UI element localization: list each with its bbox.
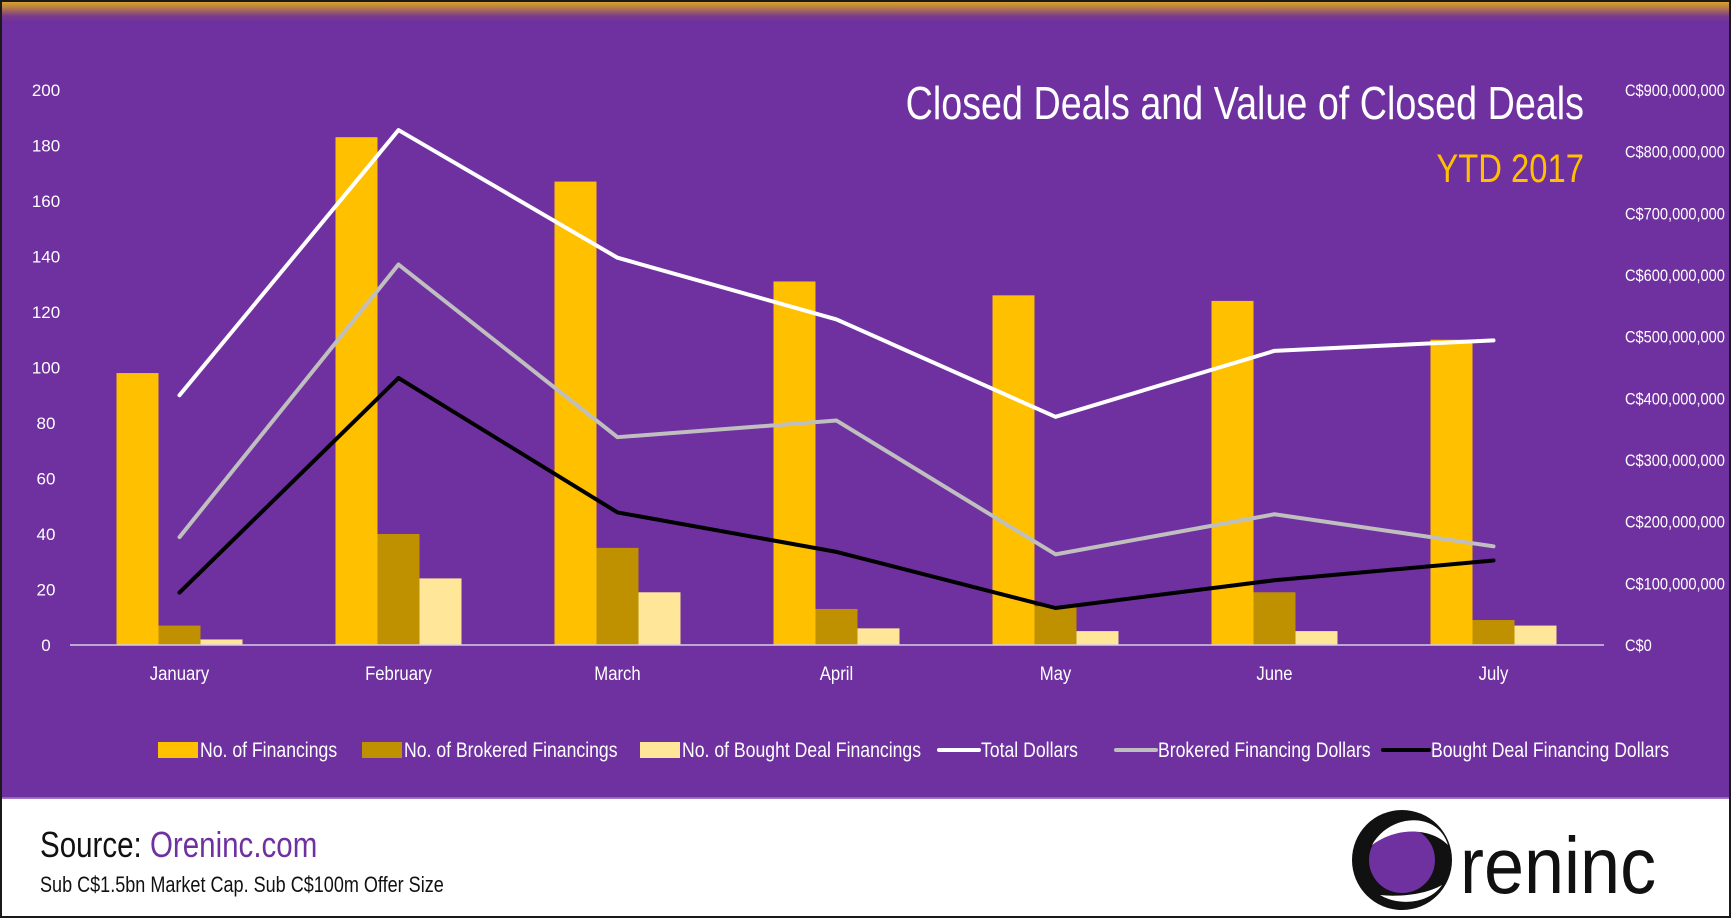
left-axis-tick-label: 40 xyxy=(37,525,56,544)
bar-no-of-financings-january xyxy=(116,373,159,645)
right-axis-tick-label: C$500,000,000 xyxy=(1625,329,1725,347)
x-axis-tick-label: July xyxy=(1479,663,1509,684)
x-axis-tick-label: January xyxy=(150,663,209,684)
bar-no-of-bought-deal-financings-january xyxy=(200,639,243,645)
bar-no-of-financings-june xyxy=(1211,300,1254,645)
bar-no-of-financings-april xyxy=(773,281,816,645)
bar-no-of-bought-deal-financings-july xyxy=(1514,625,1557,645)
bar-no-of-financings-february xyxy=(335,137,378,646)
x-axis-tick-label: April xyxy=(820,663,853,684)
left-axis-tick-label: 100 xyxy=(32,359,60,378)
left-axis-tick-label: 160 xyxy=(32,192,60,211)
chart-legend: No. of Financings No. of Brokered Financi… xyxy=(158,739,1669,763)
bar-no-of-brokered-financings-april xyxy=(815,608,858,645)
right-axis-tick-label: C$300,000,000 xyxy=(1625,452,1725,470)
left-axis-tick-label: 200 xyxy=(32,81,60,100)
x-axis-tick-label: February xyxy=(365,663,432,684)
bar-no-of-bought-deal-financings-may xyxy=(1076,631,1119,645)
right-axis-tick-label: C$100,000,000 xyxy=(1625,575,1725,593)
right-axis-tick-label: C$800,000,000 xyxy=(1625,144,1725,162)
line-total-dollars xyxy=(177,128,1496,419)
left-axis-tick-label: 60 xyxy=(37,470,56,489)
left-axis-tick-label: 120 xyxy=(32,303,60,322)
x-axis-tick-label: May xyxy=(1040,663,1072,684)
left-axis-tick-label: 80 xyxy=(37,414,56,433)
source-link[interactable]: Oreninc.com xyxy=(149,824,318,865)
bar-no-of-bought-deal-financings-february xyxy=(419,578,462,645)
bar-no-of-financings-may xyxy=(992,295,1035,645)
right-axis-tick-label: C$200,000,000 xyxy=(1625,514,1725,532)
chart-canvas: 0 20 40 60 80 100 120 140 160 180 200 C$0 C$100,000… xyxy=(32,77,1725,763)
legend-label-bought-deal-financing-dollars: Bought Deal Financing Dollars xyxy=(1431,739,1669,763)
right-axis-tick-label: C$900,000,000 xyxy=(1625,82,1725,100)
chart-panel: 0 20 40 60 80 100 120 140 160 180 200 C$0 C$100,000… xyxy=(2,2,1729,805)
legend-label-total-dollars: Total Dollars xyxy=(981,739,1078,763)
source-line: Source: Oreninc.com xyxy=(40,824,317,866)
logo-text: reninc xyxy=(1460,822,1656,911)
left-axis-tick-label: 20 xyxy=(37,581,56,600)
line-series-group xyxy=(177,128,1496,610)
right-axis-tick-label: C$400,000,000 xyxy=(1625,390,1725,408)
legend-swatch-no-of-bought-deal-financings xyxy=(640,742,680,758)
x-axis-tick-label: March xyxy=(594,663,640,684)
legend-swatch-no-of-brokered-financings xyxy=(362,742,402,758)
chart-title: Closed Deals and Value of Closed Deals xyxy=(906,77,1584,128)
bar-no-of-bought-deal-financings-march xyxy=(638,592,681,645)
bar-no-of-brokered-financings-march xyxy=(596,547,639,645)
source-note: Sub C$1.5bn Market Cap. Sub C$100m Offer… xyxy=(40,872,444,897)
bar-no-of-bought-deal-financings-june xyxy=(1295,631,1338,645)
x-axis-tick-labels: January February March April May June July xyxy=(150,663,1509,684)
bar-no-of-brokered-financings-february xyxy=(377,534,420,645)
bar-series-group xyxy=(116,137,1557,646)
left-axis-ticks: 0 20 40 60 80 100 120 140 160 180 200 xyxy=(32,81,60,655)
right-axis-tick-label: C$700,000,000 xyxy=(1625,205,1725,223)
left-axis-tick-label: 0 xyxy=(41,636,50,655)
line-brokered-financing-dollars xyxy=(177,262,1496,557)
bar-no-of-brokered-financings-july xyxy=(1472,620,1515,645)
left-axis-tick-label: 140 xyxy=(32,248,60,267)
x-axis-tick-label: June xyxy=(1256,663,1292,684)
legend-label-no-of-brokered-financings: No. of Brokered Financings xyxy=(404,739,618,763)
line-bought-deal-financing-dollars xyxy=(177,375,1496,610)
legend-label-brokered-financing-dollars: Brokered Financing Dollars xyxy=(1158,739,1371,763)
right-axis-tick-label: C$0 xyxy=(1625,637,1652,655)
bar-no-of-bought-deal-financings-april xyxy=(857,628,900,645)
logo-o-icon xyxy=(1352,810,1452,910)
legend-label-no-of-financings: No. of Financings xyxy=(200,739,337,763)
bar-no-of-financings-july xyxy=(1430,339,1473,645)
bar-no-of-brokered-financings-may xyxy=(1034,606,1077,645)
chart-subtitle: YTD 2017 xyxy=(1436,146,1584,191)
legend-label-no-of-bought-deal-financings: No. of Bought Deal Financings xyxy=(682,739,921,763)
oreninc-logo: reninc xyxy=(1352,810,1656,911)
left-axis-tick-label: 180 xyxy=(32,137,60,156)
bar-no-of-brokered-financings-january xyxy=(158,625,201,645)
source-prefix: Source: xyxy=(40,824,142,865)
right-axis-ticks: C$0 C$100,000,000 C$200,000,000 C$300,000,0… xyxy=(1625,82,1725,655)
legend-swatch-no-of-financings xyxy=(158,742,198,758)
bar-no-of-brokered-financings-june xyxy=(1253,592,1296,645)
right-axis-tick-label: C$600,000,000 xyxy=(1625,267,1725,285)
